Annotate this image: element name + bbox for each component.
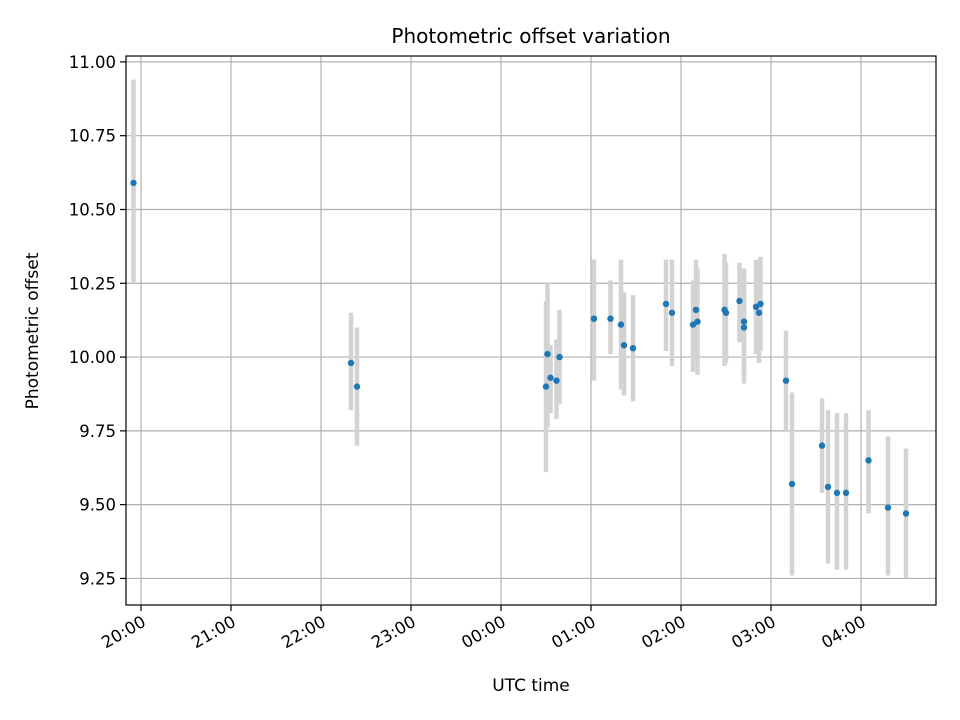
data-point — [740, 318, 748, 325]
data-point — [347, 359, 355, 367]
data-point — [788, 480, 796, 488]
y-tick-label: 9.75 — [79, 422, 116, 441]
x-tick-label: 22:00 — [278, 612, 329, 652]
x-axis-label: UTC time — [492, 676, 570, 696]
x-tick-label: 03:00 — [728, 612, 779, 652]
data-point — [736, 297, 743, 305]
data-point — [818, 442, 826, 449]
data-point — [542, 383, 550, 390]
x-tick-label: 01:00 — [548, 612, 599, 652]
x-tick-label: 21:00 — [188, 612, 239, 652]
data-point — [590, 315, 598, 322]
data-point — [757, 300, 764, 308]
chart-title: Photometric offset variation — [391, 24, 670, 48]
data-point — [353, 383, 361, 390]
data-point — [865, 457, 872, 464]
x-tick-label: 00:00 — [458, 612, 509, 652]
data-point — [902, 510, 910, 517]
data-point — [694, 318, 701, 325]
data-point — [556, 353, 563, 361]
data-point — [755, 309, 763, 316]
data-point — [130, 179, 137, 187]
data-point — [884, 504, 892, 511]
y-tick-label: 10.00 — [69, 348, 116, 367]
plot-frame — [125, 55, 937, 606]
x-tick-label: 02:00 — [638, 612, 689, 652]
data-point — [620, 342, 628, 349]
data-point — [617, 321, 625, 328]
data-point — [629, 345, 637, 352]
y-tick-label: 9.25 — [79, 569, 116, 588]
data-point — [547, 374, 554, 381]
data-point — [692, 306, 700, 314]
data-point — [607, 315, 614, 322]
x-axis-ticks: 20:00 21:00 22:00 23:00 00:00 01:00 02:00 03:00… — [98, 605, 869, 652]
data-point — [824, 483, 832, 491]
data-points — [130, 179, 910, 517]
y-tick-label: 10.50 — [69, 200, 116, 219]
data-point — [544, 350, 551, 358]
grid-lines — [126, 56, 936, 605]
x-tick-label: 04:00 — [818, 612, 869, 652]
data-point — [740, 324, 748, 331]
data-point — [833, 489, 841, 497]
error-bars — [131, 79, 909, 579]
data-point — [662, 300, 670, 308]
y-tick-label: 9.50 — [79, 496, 116, 515]
data-point — [842, 489, 850, 497]
y-axis-label: Photometric offset — [23, 252, 43, 409]
x-tick-label: 23:00 — [368, 612, 419, 652]
data-point — [722, 309, 730, 316]
data-point — [553, 377, 560, 384]
y-axis-ticks: 11.00 10.75 10.50 10.25 10.00 9.75 9.50 9.25 — [69, 53, 126, 588]
data-point — [668, 309, 676, 316]
y-tick-label: 10.25 — [69, 274, 116, 293]
x-tick-label: 20:00 — [98, 612, 149, 652]
y-tick-label: 10.75 — [69, 127, 116, 146]
data-point — [782, 377, 790, 384]
y-tick-label: 11.00 — [69, 53, 116, 72]
